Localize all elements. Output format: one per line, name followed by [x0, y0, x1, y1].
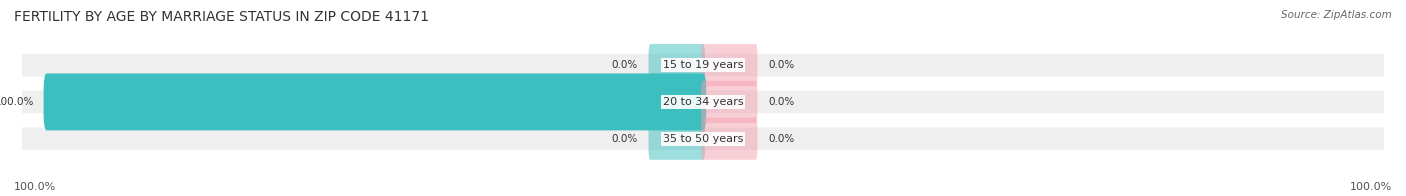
Text: 0.0%: 0.0%	[612, 60, 637, 70]
Text: FERTILITY BY AGE BY MARRIAGE STATUS IN ZIP CODE 41171: FERTILITY BY AGE BY MARRIAGE STATUS IN Z…	[14, 10, 429, 24]
FancyBboxPatch shape	[21, 53, 1385, 78]
Text: 0.0%: 0.0%	[769, 60, 794, 70]
FancyBboxPatch shape	[702, 81, 758, 123]
Text: 15 to 19 years: 15 to 19 years	[662, 60, 744, 70]
FancyBboxPatch shape	[44, 74, 706, 130]
FancyBboxPatch shape	[702, 118, 758, 160]
FancyBboxPatch shape	[702, 44, 758, 86]
Text: 0.0%: 0.0%	[769, 97, 794, 107]
Text: Source: ZipAtlas.com: Source: ZipAtlas.com	[1281, 10, 1392, 20]
Text: 35 to 50 years: 35 to 50 years	[662, 134, 744, 144]
Text: 100.0%: 100.0%	[0, 97, 34, 107]
Text: 0.0%: 0.0%	[612, 134, 637, 144]
FancyBboxPatch shape	[21, 89, 1385, 115]
Text: 0.0%: 0.0%	[769, 134, 794, 144]
FancyBboxPatch shape	[648, 44, 704, 86]
FancyBboxPatch shape	[648, 118, 704, 160]
FancyBboxPatch shape	[21, 126, 1385, 151]
Text: 20 to 34 years: 20 to 34 years	[662, 97, 744, 107]
Text: 100.0%: 100.0%	[14, 182, 56, 192]
Text: 100.0%: 100.0%	[1350, 182, 1392, 192]
